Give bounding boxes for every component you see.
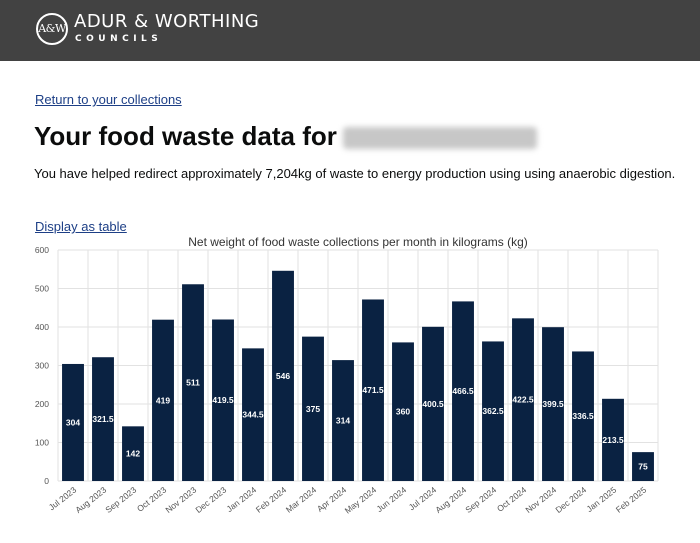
redacted-account-name bbox=[342, 127, 537, 150]
bar-data-label: 511 bbox=[186, 378, 200, 388]
bar-data-label: 75 bbox=[638, 462, 648, 472]
bar-data-label: 344.5 bbox=[242, 410, 264, 420]
bar-feb-2025 bbox=[632, 452, 654, 481]
bar-sep-2024 bbox=[482, 341, 504, 481]
y-tick-label: 600 bbox=[35, 245, 49, 255]
x-tick-label: Oct 2023 bbox=[135, 485, 169, 514]
bar-jun-2024 bbox=[392, 342, 414, 481]
bar-jan-2025 bbox=[602, 398, 624, 481]
bar-apr-2024 bbox=[332, 360, 354, 481]
page-title-text: Your food waste data for bbox=[34, 121, 337, 151]
x-tick-label: Nov 2024 bbox=[523, 485, 558, 515]
x-tick-label: Dec 2023 bbox=[193, 485, 228, 515]
food-waste-bar-chart: Net weight of food waste collections per… bbox=[35, 235, 659, 516]
bar-nov-2024 bbox=[542, 327, 564, 481]
bar-data-label: 422.5 bbox=[512, 395, 534, 405]
x-tick-label: Oct 2024 bbox=[495, 485, 529, 514]
council-subtitle: COUNCILS bbox=[75, 34, 163, 44]
bar-aug-2024 bbox=[452, 301, 474, 481]
bar-data-label: 336.5 bbox=[572, 411, 594, 421]
council-logo-icon[interactable]: A&W bbox=[36, 13, 68, 45]
bar-aug-2023 bbox=[92, 357, 114, 481]
x-tick-label: Feb 2024 bbox=[254, 485, 289, 515]
bar-data-label: 399.5 bbox=[542, 399, 564, 409]
bar-data-label: 362.5 bbox=[482, 406, 504, 416]
bar-oct-2024 bbox=[512, 318, 534, 481]
x-tick-label: Sep 2024 bbox=[463, 485, 498, 515]
x-tick-label: May 2024 bbox=[343, 485, 379, 516]
x-tick-label: Jan 2025 bbox=[585, 485, 619, 515]
x-tick-label: Sep 2023 bbox=[103, 485, 138, 515]
waste-summary-text: You have helped redirect approximately 7… bbox=[34, 166, 676, 181]
display-as-table-link[interactable]: Display as table bbox=[35, 219, 127, 234]
bar-data-label: 375 bbox=[306, 404, 320, 414]
bar-data-label: 314 bbox=[336, 416, 350, 426]
site-header: A&W ADUR & WORTHING COUNCILS bbox=[0, 0, 700, 61]
x-tick-label: Nov 2023 bbox=[163, 485, 198, 515]
x-tick-label: Feb 2025 bbox=[614, 485, 649, 515]
y-tick-label: 300 bbox=[35, 361, 49, 371]
x-tick-label: Aug 2024 bbox=[433, 485, 468, 515]
bar-jul-2023 bbox=[62, 363, 84, 481]
bar-data-label: 304 bbox=[66, 417, 80, 427]
page-title: Your food waste data for bbox=[34, 121, 537, 152]
y-tick-label: 400 bbox=[35, 322, 49, 332]
bar-dec-2023 bbox=[212, 319, 234, 481]
council-name: ADUR & WORTHING bbox=[74, 11, 260, 32]
bar-data-label: 213.5 bbox=[602, 435, 624, 445]
bar-feb-2024 bbox=[272, 270, 294, 481]
bar-jul-2024 bbox=[422, 326, 444, 481]
y-tick-label: 100 bbox=[35, 438, 49, 448]
bar-sep-2023 bbox=[122, 426, 144, 481]
bar-data-label: 360 bbox=[396, 407, 410, 417]
y-tick-label: 0 bbox=[44, 476, 49, 486]
bar-data-label: 471.5 bbox=[362, 385, 384, 395]
bar-data-label: 321.5 bbox=[92, 414, 114, 424]
bar-may-2024 bbox=[362, 299, 384, 481]
chart-title: Net weight of food waste collections per… bbox=[188, 235, 528, 249]
x-tick-label: Aug 2023 bbox=[73, 485, 108, 515]
bar-oct-2023 bbox=[152, 319, 174, 481]
x-tick-label: Jun 2024 bbox=[375, 485, 409, 515]
y-tick-label: 500 bbox=[35, 284, 49, 294]
bar-data-label: 142 bbox=[126, 449, 140, 459]
x-tick-label: Mar 2024 bbox=[284, 485, 319, 515]
bar-data-label: 400.5 bbox=[422, 399, 444, 409]
bar-dec-2024 bbox=[572, 351, 594, 481]
bar-data-label: 419 bbox=[156, 395, 170, 405]
return-to-collections-link[interactable]: Return to your collections bbox=[35, 92, 182, 107]
bar-nov-2023 bbox=[182, 284, 204, 481]
y-tick-label: 200 bbox=[35, 399, 49, 409]
x-tick-label: Dec 2024 bbox=[553, 485, 588, 515]
bar-data-label: 546 bbox=[276, 371, 290, 381]
bar-jan-2024 bbox=[242, 348, 264, 481]
x-tick-label: Jan 2024 bbox=[225, 485, 259, 515]
bar-data-label: 466.5 bbox=[452, 386, 474, 396]
bar-mar-2024 bbox=[302, 336, 324, 481]
bar-data-label: 419.5 bbox=[212, 395, 234, 405]
